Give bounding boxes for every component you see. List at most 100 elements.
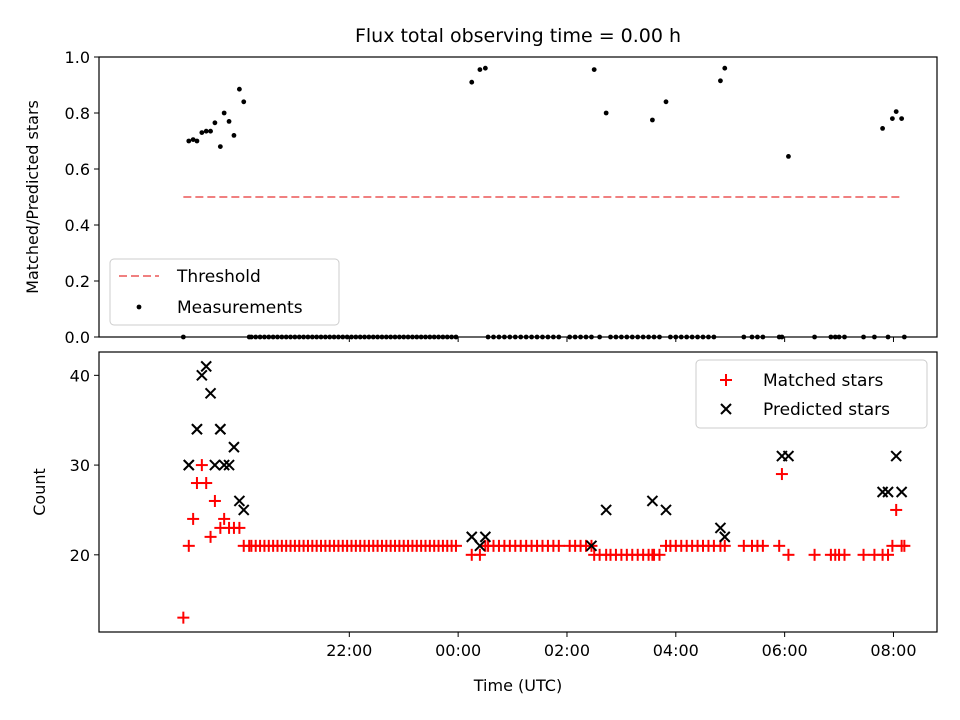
top-legend-box xyxy=(109,258,340,326)
measurement-point xyxy=(379,334,385,340)
matched-star-point xyxy=(890,503,903,516)
chart-title: Flux total observing time = 0.00 h xyxy=(355,25,681,47)
measurement-point xyxy=(208,128,213,134)
measurement-point xyxy=(583,334,589,340)
top-panel: 0.0 0.2 0.4 0.6 0.8 1.0 xyxy=(65,48,938,347)
measurement-point xyxy=(567,334,573,340)
measurement-point xyxy=(899,116,905,121)
measurement-point xyxy=(410,334,415,340)
measurement-point xyxy=(388,334,394,340)
measurement-point xyxy=(257,334,263,340)
measurement-point xyxy=(349,334,354,340)
measurement-point xyxy=(689,334,695,340)
measurement-point xyxy=(534,334,540,340)
measurement-point xyxy=(507,334,513,340)
predicted-star-point xyxy=(183,459,195,471)
measurement-point xyxy=(613,334,619,340)
legend-matched-label: Matched stars xyxy=(763,371,883,391)
measurement-point xyxy=(253,334,259,340)
predicted-star-point xyxy=(218,459,230,471)
predicted-star-point xyxy=(660,504,672,516)
measurement-point xyxy=(241,99,247,105)
measurement-point xyxy=(322,334,328,340)
matched-star-point xyxy=(552,539,565,552)
matched-star-point xyxy=(182,539,195,552)
predicted-star-point xyxy=(714,522,727,534)
measurement-point xyxy=(832,334,838,340)
matched-star-point xyxy=(204,530,217,543)
measurement-point xyxy=(418,334,424,340)
measurement-point xyxy=(872,334,877,340)
matched-star-point xyxy=(473,548,486,561)
measurement-point xyxy=(760,334,766,340)
matched-star-point xyxy=(775,468,788,481)
measurement-point xyxy=(305,334,311,340)
measurement-point xyxy=(440,334,446,340)
measurement-point xyxy=(279,334,285,340)
measurement-point xyxy=(893,109,899,114)
measurement-point xyxy=(221,110,227,116)
matched-star-point xyxy=(449,539,462,552)
matched-star-point xyxy=(177,611,190,624)
matched-star-point xyxy=(653,548,666,561)
matched-star-point xyxy=(233,521,246,534)
measurement-point xyxy=(485,334,491,340)
measurement-point xyxy=(392,334,398,340)
measurement-point xyxy=(597,334,603,340)
measurement-point xyxy=(603,110,609,116)
predicted-star-point xyxy=(466,531,478,543)
legend-predicted-swatch xyxy=(720,403,732,415)
predicted-star-point xyxy=(223,459,235,471)
top-y-tick-label: 0.2 xyxy=(65,272,90,291)
bottom-panel-frame xyxy=(98,351,938,633)
measurement-point xyxy=(482,65,488,71)
bottom-x-tick-label: 08:00 xyxy=(870,641,916,660)
measurement-point xyxy=(700,334,706,340)
measurement-point xyxy=(226,119,232,124)
measurement-point xyxy=(414,334,420,340)
measurement-point xyxy=(449,334,455,340)
predicted-star-point xyxy=(479,531,492,543)
measurement-point xyxy=(236,86,242,92)
measurement-point xyxy=(288,334,293,340)
predicted-star-point xyxy=(191,423,203,435)
measurement-point xyxy=(396,334,402,340)
predicted-star-point xyxy=(204,387,217,399)
measurement-point xyxy=(786,154,791,159)
measurement-point xyxy=(340,334,346,340)
measurement-point xyxy=(678,334,684,340)
matched-star-point xyxy=(200,477,213,490)
matched-star-point xyxy=(898,539,911,552)
measurement-point xyxy=(231,133,237,138)
measurement-point xyxy=(436,334,441,340)
measurement-point xyxy=(362,334,367,340)
predicted-star-point xyxy=(719,531,731,543)
measurement-point xyxy=(336,334,341,340)
top-y-axis-title: Matched/Predicted stars xyxy=(23,100,42,294)
measurement-point xyxy=(405,334,411,340)
measurement-point xyxy=(353,334,359,340)
measurement-point xyxy=(331,334,337,340)
measurement-point xyxy=(663,99,669,105)
measurement-point xyxy=(608,334,613,340)
measurement-point xyxy=(444,334,450,340)
legend-matched-swatch xyxy=(720,374,732,386)
measurement-point xyxy=(741,334,747,340)
measurement-point xyxy=(684,334,690,340)
legend-measurements-swatch xyxy=(136,304,142,310)
matched-star-point xyxy=(857,548,870,561)
top-panel-frame xyxy=(98,56,938,338)
predicted-star-point xyxy=(895,486,908,498)
top-y-tick-label: 0.8 xyxy=(65,104,90,123)
matched-star-point xyxy=(718,539,731,552)
measurement-point xyxy=(591,67,597,72)
predicted-star-point xyxy=(214,423,227,435)
measurement-point xyxy=(453,334,459,340)
measurement-point xyxy=(180,334,186,340)
matched-star-point xyxy=(208,494,221,507)
measurement-point xyxy=(755,334,760,340)
legend-measurements-label: Measurements xyxy=(177,298,303,318)
measurement-point xyxy=(512,334,518,340)
predicted-star-point xyxy=(200,360,212,373)
measurement-point xyxy=(318,334,324,340)
